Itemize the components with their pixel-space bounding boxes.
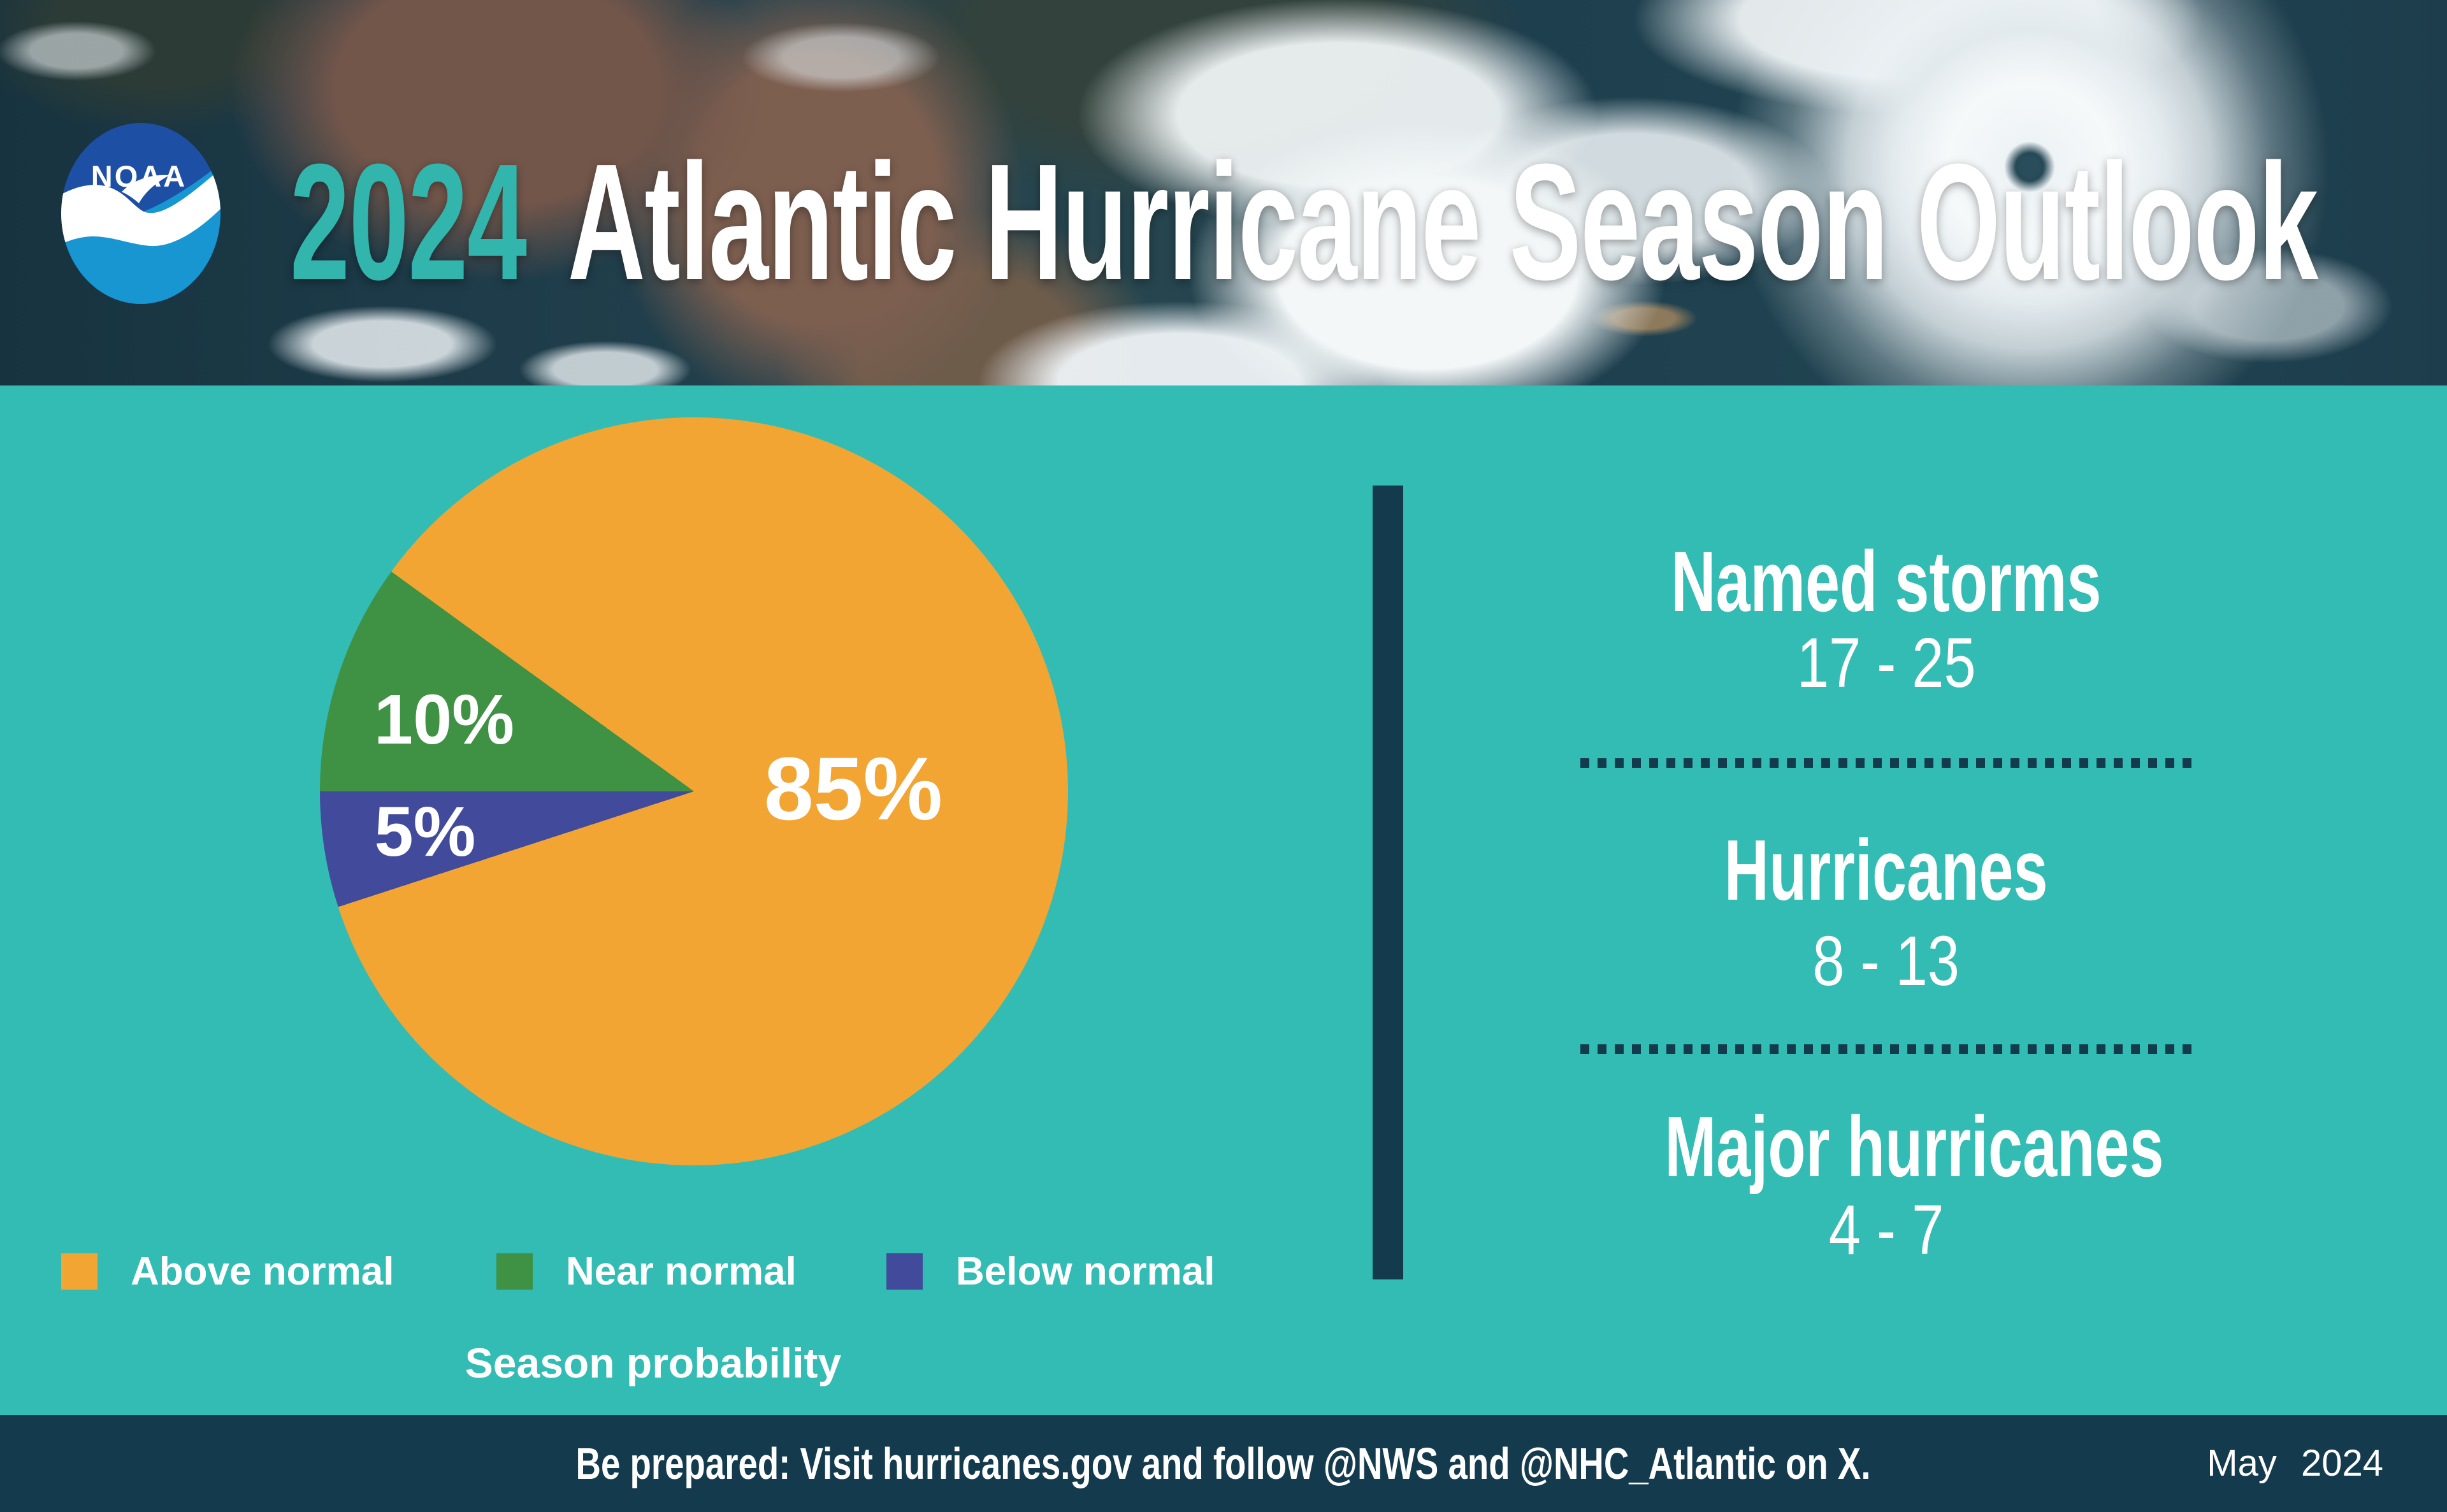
dotted-separator — [1580, 1044, 2192, 1054]
stat-major-hurricanes-label: Major hurricanes — [1664, 1098, 2164, 1195]
legend-item-above-normal: Above normal — [61, 1249, 394, 1293]
legend-label-above-normal: Above normal — [131, 1249, 394, 1293]
noaa-logo: NOAA — [61, 123, 220, 304]
legend-swatch-below-normal — [886, 1253, 923, 1290]
legend-label-near-normal: Near normal — [566, 1249, 797, 1293]
stat-named-storms-range: 17 - 25 — [1796, 624, 1976, 702]
pie-label-above-normal: 85% — [763, 738, 943, 839]
chart-title: Season probability — [465, 1339, 842, 1386]
stat-major-hurricanes-range: 4 - 7 — [1828, 1191, 1944, 1269]
vertical-divider — [1373, 486, 1403, 1279]
legend-label-below-normal: Below normal — [956, 1249, 1215, 1293]
legend-swatch-above-normal — [61, 1253, 97, 1290]
footer-bar: Be prepared: Visit hurricanes.gov and fo… — [0, 1415, 2447, 1512]
legend-item-near-normal: Near normal — [496, 1249, 797, 1293]
noaa-logo-text: NOAA — [91, 159, 187, 193]
dotted-separator — [1580, 758, 2192, 768]
footer-date: May 2024 — [2207, 1443, 2383, 1484]
footer-message: Be prepared: Visit hurricanes.gov and fo… — [576, 1439, 1871, 1488]
stat-named-storms-label: Named storms — [1671, 533, 2102, 630]
legend-item-below-normal: Below normal — [886, 1249, 1215, 1293]
legend-swatch-near-normal — [496, 1253, 533, 1290]
page-title: 2024 Atlantic Hurricane Season Outlook — [290, 140, 2447, 305]
season-probability-pie-chart — [320, 417, 1068, 1165]
stat-hurricanes-label: Hurricanes — [1724, 822, 2048, 918]
title-year: 2024 — [290, 130, 527, 315]
header-banner: NOAA 2024 Atlantic Hurricane Season Outlo… — [0, 0, 2447, 385]
noaa-logo-gull-icon — [122, 175, 170, 203]
pie-label-near-normal: 10% — [373, 680, 515, 759]
stat-hurricanes-range: 8 - 13 — [1812, 922, 1960, 1000]
noaa-logo-wave — [61, 166, 220, 247]
pie-label-below-normal: 5% — [374, 793, 476, 871]
title-text: Atlantic Hurricane Season Outlook — [567, 130, 2318, 315]
